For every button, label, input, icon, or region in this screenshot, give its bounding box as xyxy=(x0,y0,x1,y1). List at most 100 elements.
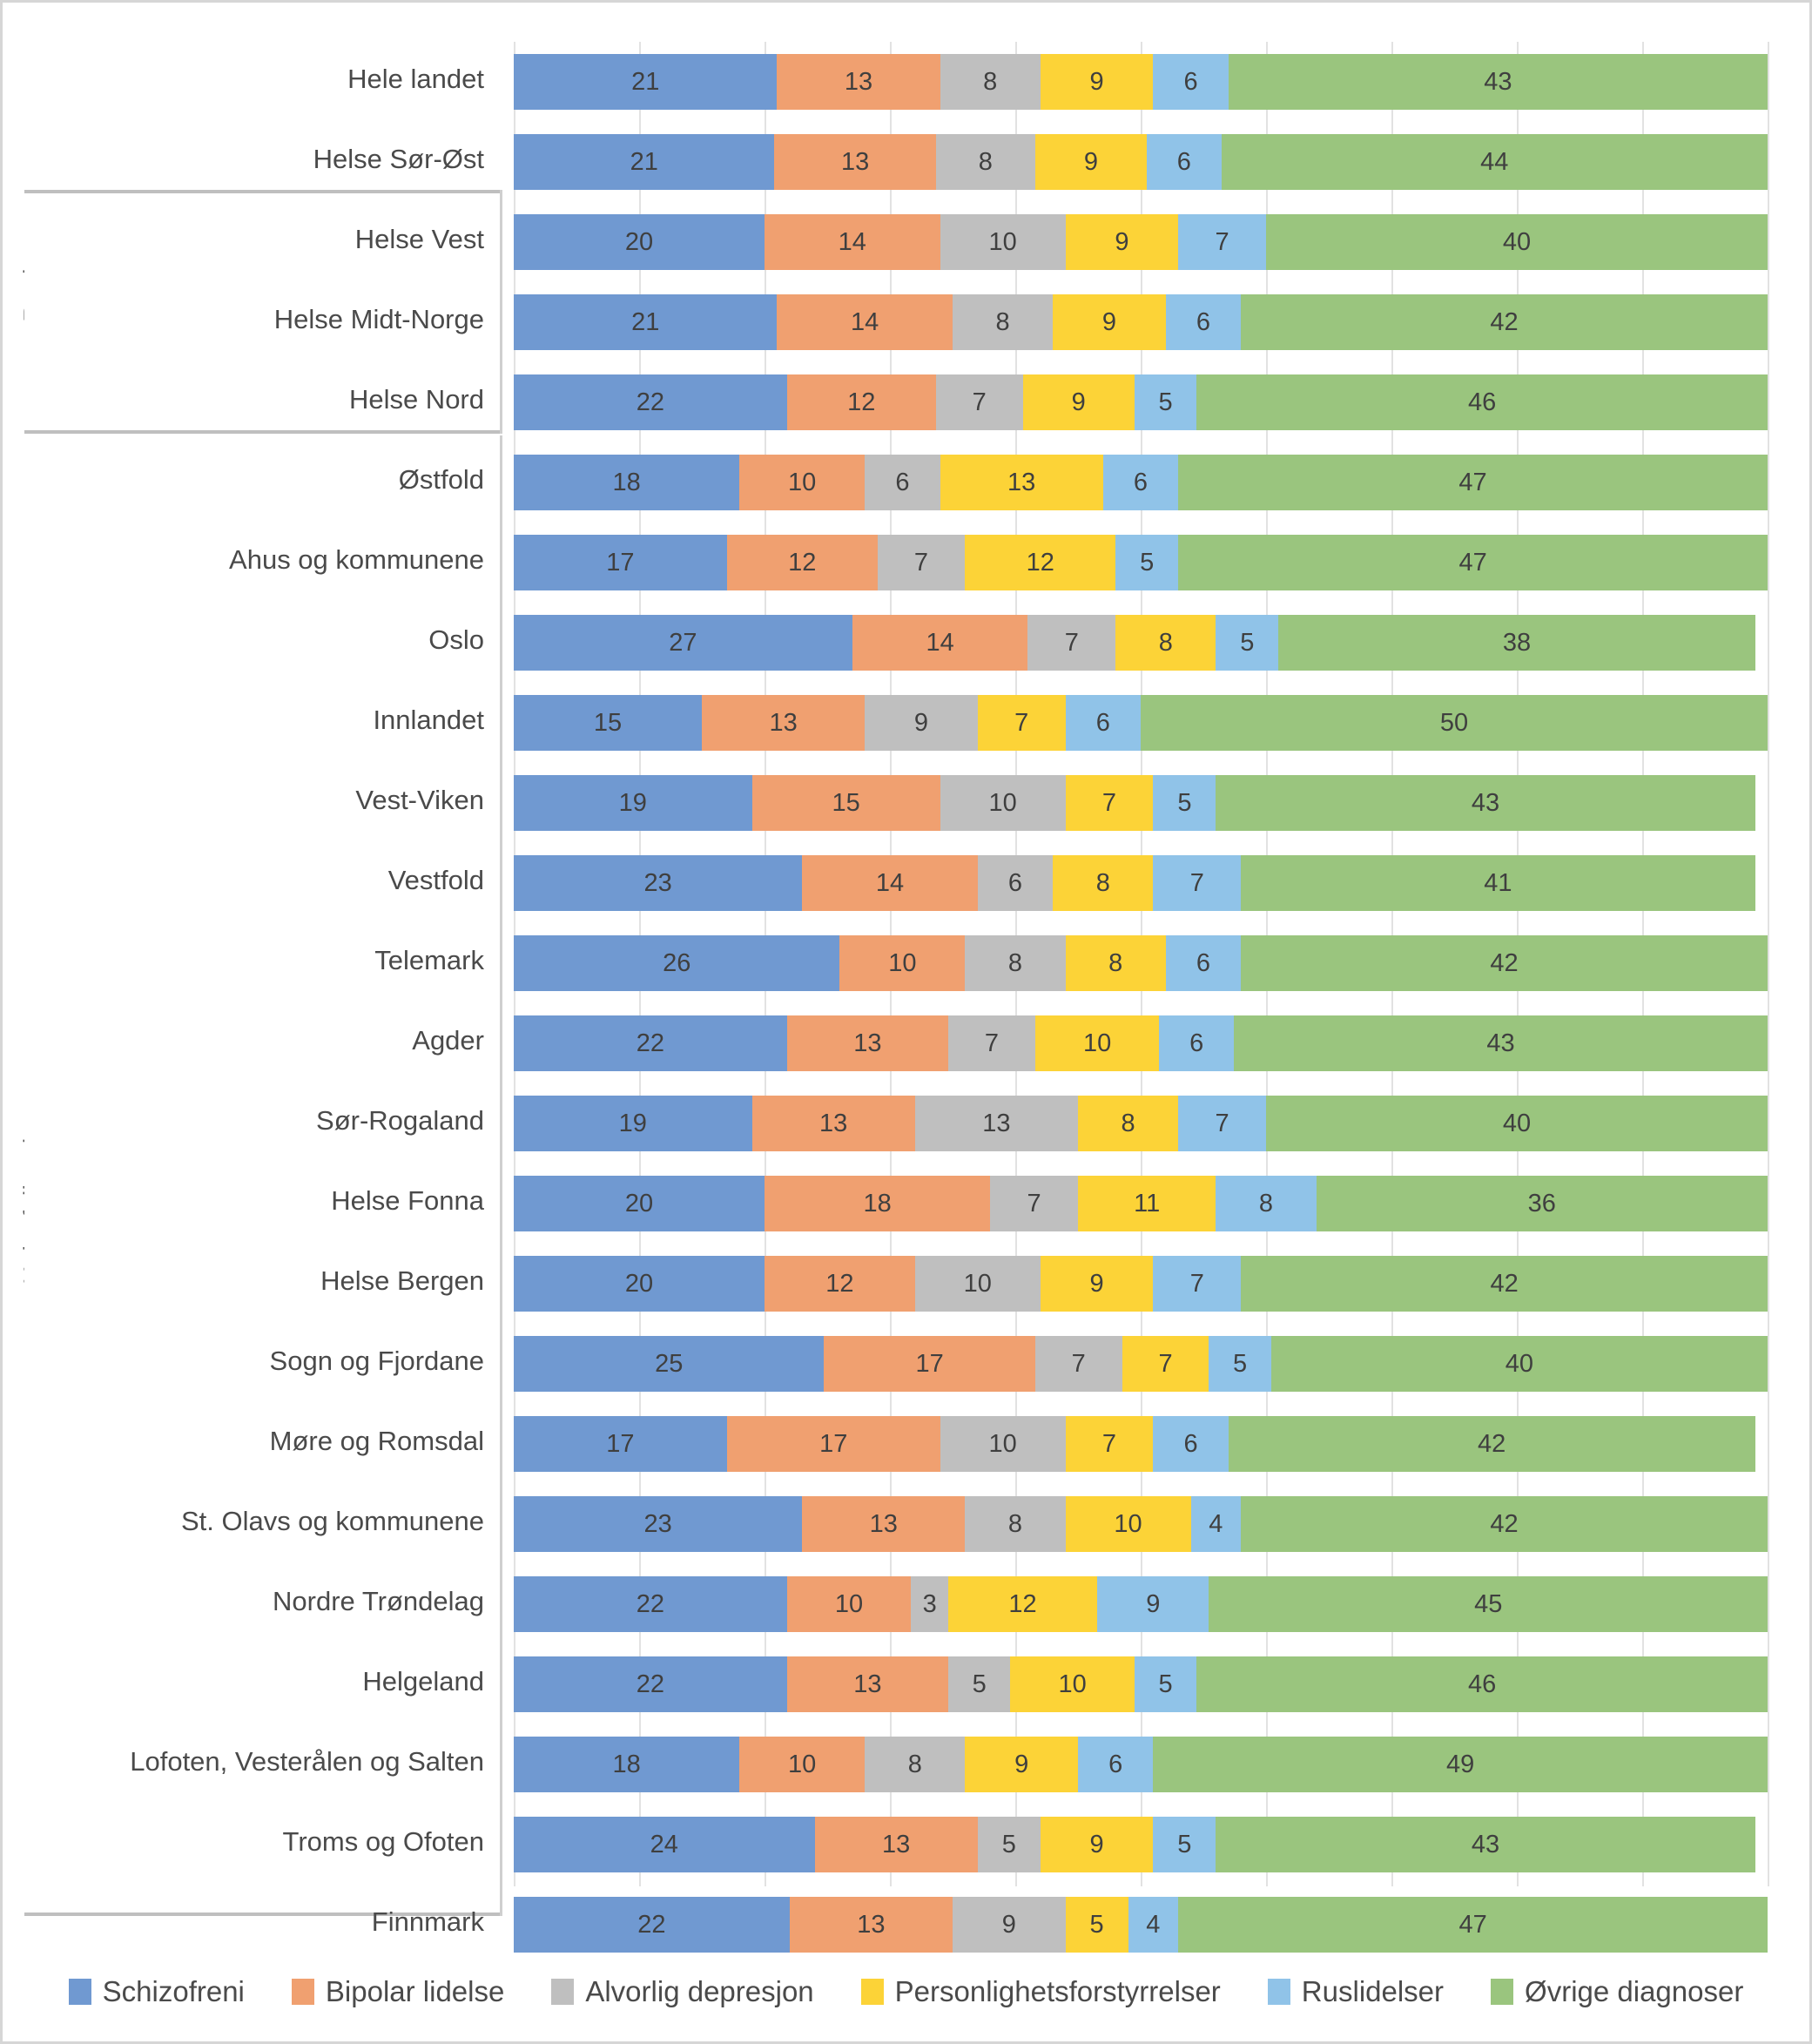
bar-segment[interactable]: 7 xyxy=(1122,1336,1209,1392)
bar-segment[interactable]: 6 xyxy=(1147,134,1222,190)
bar-segment[interactable]: 17 xyxy=(824,1336,1035,1392)
bar-segment[interactable]: 6 xyxy=(1165,935,1242,991)
bar-segment[interactable]: 13 xyxy=(786,1656,949,1712)
bar-segment[interactable]: 38 xyxy=(1278,615,1755,671)
bar-segment[interactable]: 6 xyxy=(1165,294,1242,350)
bar-segment[interactable]: 13 xyxy=(914,1096,1078,1151)
bar-segment[interactable]: 8 xyxy=(935,134,1035,190)
bar-segment[interactable]: 23 xyxy=(514,1496,803,1552)
bar-segment[interactable]: 8 xyxy=(1115,615,1216,671)
bar-segment[interactable]: 13 xyxy=(777,54,940,110)
bar-segment[interactable]: 9 xyxy=(1040,1256,1154,1312)
bar-segment[interactable]: 13 xyxy=(802,1496,966,1552)
bar-segment[interactable]: 10 xyxy=(940,775,1066,831)
bar-segment[interactable]: 3 xyxy=(911,1576,949,1632)
bar-segment[interactable]: 42 xyxy=(1241,294,1768,350)
bar-segment[interactable]: 46 xyxy=(1196,374,1768,430)
bar-segment[interactable]: 22 xyxy=(514,1656,787,1712)
stacked-bar[interactable]: 21 13 8 9 6 44 xyxy=(514,134,1768,190)
bar-segment[interactable]: 23 xyxy=(514,855,803,911)
bar-segment[interactable]: 7 xyxy=(1065,775,1154,831)
bar-segment[interactable]: 42 xyxy=(1228,1416,1755,1472)
bar-segment[interactable]: 5 xyxy=(977,1817,1041,1872)
bar-segment[interactable]: 4 xyxy=(1128,1897,1179,1953)
bar-segment[interactable]: 42 xyxy=(1241,1496,1768,1552)
bar-segment[interactable]: 6 xyxy=(1159,1015,1234,1071)
bar-segment[interactable]: 21 xyxy=(514,134,775,190)
bar-segment[interactable]: 9 xyxy=(1065,214,1179,270)
stacked-bar[interactable]: 20 12 10 9 7 42 xyxy=(514,1256,1768,1312)
bar-segment[interactable]: 5 xyxy=(1134,1656,1197,1712)
bar-segment[interactable]: 5 xyxy=(1115,535,1179,590)
bar-segment[interactable]: 7 xyxy=(935,374,1023,430)
bar-segment[interactable]: 7 xyxy=(1153,855,1242,911)
bar-segment[interactable]: 22 xyxy=(514,1897,790,1953)
bar-segment[interactable]: 45 xyxy=(1209,1576,1768,1632)
bar-segment[interactable]: 14 xyxy=(765,214,940,270)
bar-segment[interactable]: 46 xyxy=(1196,1656,1768,1712)
bar-segment[interactable]: 20 xyxy=(514,1176,765,1231)
bar-segment[interactable]: 12 xyxy=(786,374,936,430)
stacked-bar[interactable]: 18 10 6 13 6 47 xyxy=(514,455,1768,510)
bar-segment[interactable]: 18 xyxy=(514,455,740,510)
bar-segment[interactable]: 7 xyxy=(1153,1256,1242,1312)
legend-item[interactable]: Alvorlig depresjon xyxy=(551,1975,814,2008)
bar-segment[interactable]: 43 xyxy=(1228,54,1768,110)
bar-segment[interactable]: 7 xyxy=(1178,1096,1266,1151)
bar-segment[interactable]: 15 xyxy=(751,775,940,831)
bar-segment[interactable]: 8 xyxy=(940,54,1041,110)
bar-segment[interactable]: 9 xyxy=(865,695,978,751)
bar-segment[interactable]: 42 xyxy=(1241,1256,1768,1312)
bar-segment[interactable]: 10 xyxy=(739,455,866,510)
bar-segment[interactable]: 10 xyxy=(786,1576,912,1632)
bar-segment[interactable]: 14 xyxy=(852,615,1028,671)
bar-segment[interactable]: 7 xyxy=(948,1015,1035,1071)
bar-segment[interactable]: 5 xyxy=(1209,1336,1271,1392)
bar-segment[interactable]: 12 xyxy=(726,535,878,590)
bar-segment[interactable]: 21 xyxy=(514,294,778,350)
bar-segment[interactable]: 17 xyxy=(514,535,727,590)
bar-segment[interactable]: 5 xyxy=(1153,1817,1216,1872)
bar-segment[interactable]: 22 xyxy=(514,1576,787,1632)
bar-segment[interactable]: 6 xyxy=(865,455,940,510)
bar-segment[interactable]: 13 xyxy=(789,1897,953,1953)
bar-segment[interactable]: 9 xyxy=(952,1897,1066,1953)
bar-segment[interactable]: 47 xyxy=(1178,535,1768,590)
stacked-bar[interactable]: 23 13 8 10 4 42 xyxy=(514,1496,1768,1552)
bar-segment[interactable]: 10 xyxy=(914,1256,1041,1312)
bar-segment[interactable]: 14 xyxy=(777,294,953,350)
bar-segment[interactable]: 10 xyxy=(1065,1496,1191,1552)
bar-segment[interactable]: 8 xyxy=(965,1496,1066,1552)
bar-segment[interactable]: 10 xyxy=(1034,1015,1160,1071)
stacked-bar[interactable]: 19 15 10 7 5 43 xyxy=(514,775,1768,831)
bar-segment[interactable]: 27 xyxy=(514,615,852,671)
bar-segment[interactable]: 43 xyxy=(1216,775,1755,831)
bar-segment[interactable]: 7 xyxy=(1178,214,1266,270)
stacked-bar[interactable]: 21 14 8 9 6 42 xyxy=(514,294,1768,350)
bar-segment[interactable]: 25 xyxy=(514,1336,825,1392)
bar-segment[interactable]: 49 xyxy=(1153,1737,1768,1792)
bar-segment[interactable]: 13 xyxy=(751,1096,915,1151)
bar-segment[interactable]: 7 xyxy=(1065,1416,1154,1472)
bar-segment[interactable]: 44 xyxy=(1221,134,1768,190)
bar-segment[interactable]: 40 xyxy=(1265,214,1768,270)
bar-segment[interactable]: 10 xyxy=(839,935,966,991)
stacked-bar[interactable]: 20 14 10 9 7 40 xyxy=(514,214,1768,270)
bar-segment[interactable]: 10 xyxy=(739,1737,866,1792)
bar-segment[interactable]: 10 xyxy=(940,214,1066,270)
bar-segment[interactable]: 40 xyxy=(1265,1096,1768,1151)
bar-segment[interactable]: 5 xyxy=(948,1656,1011,1712)
bar-segment[interactable]: 10 xyxy=(1010,1656,1135,1712)
stacked-bar[interactable]: 18 10 8 9 6 49 xyxy=(514,1737,1768,1792)
bar-segment[interactable]: 47 xyxy=(1178,1897,1768,1953)
bar-segment[interactable]: 9 xyxy=(1022,374,1135,430)
stacked-bar[interactable]: 27 14 7 8 5 38 xyxy=(514,615,1768,671)
bar-segment[interactable]: 24 xyxy=(514,1817,815,1872)
bar-segment[interactable]: 6 xyxy=(1153,1416,1229,1472)
bar-segment[interactable]: 7 xyxy=(1034,1336,1122,1392)
bar-segment[interactable]: 12 xyxy=(965,535,1116,590)
stacked-bar[interactable]: 15 13 9 7 6 50 xyxy=(514,695,1768,751)
bar-segment[interactable]: 10 xyxy=(940,1416,1066,1472)
bar-segment[interactable]: 9 xyxy=(1040,54,1154,110)
legend-item[interactable]: Øvrige diagnoser xyxy=(1491,1975,1743,2008)
